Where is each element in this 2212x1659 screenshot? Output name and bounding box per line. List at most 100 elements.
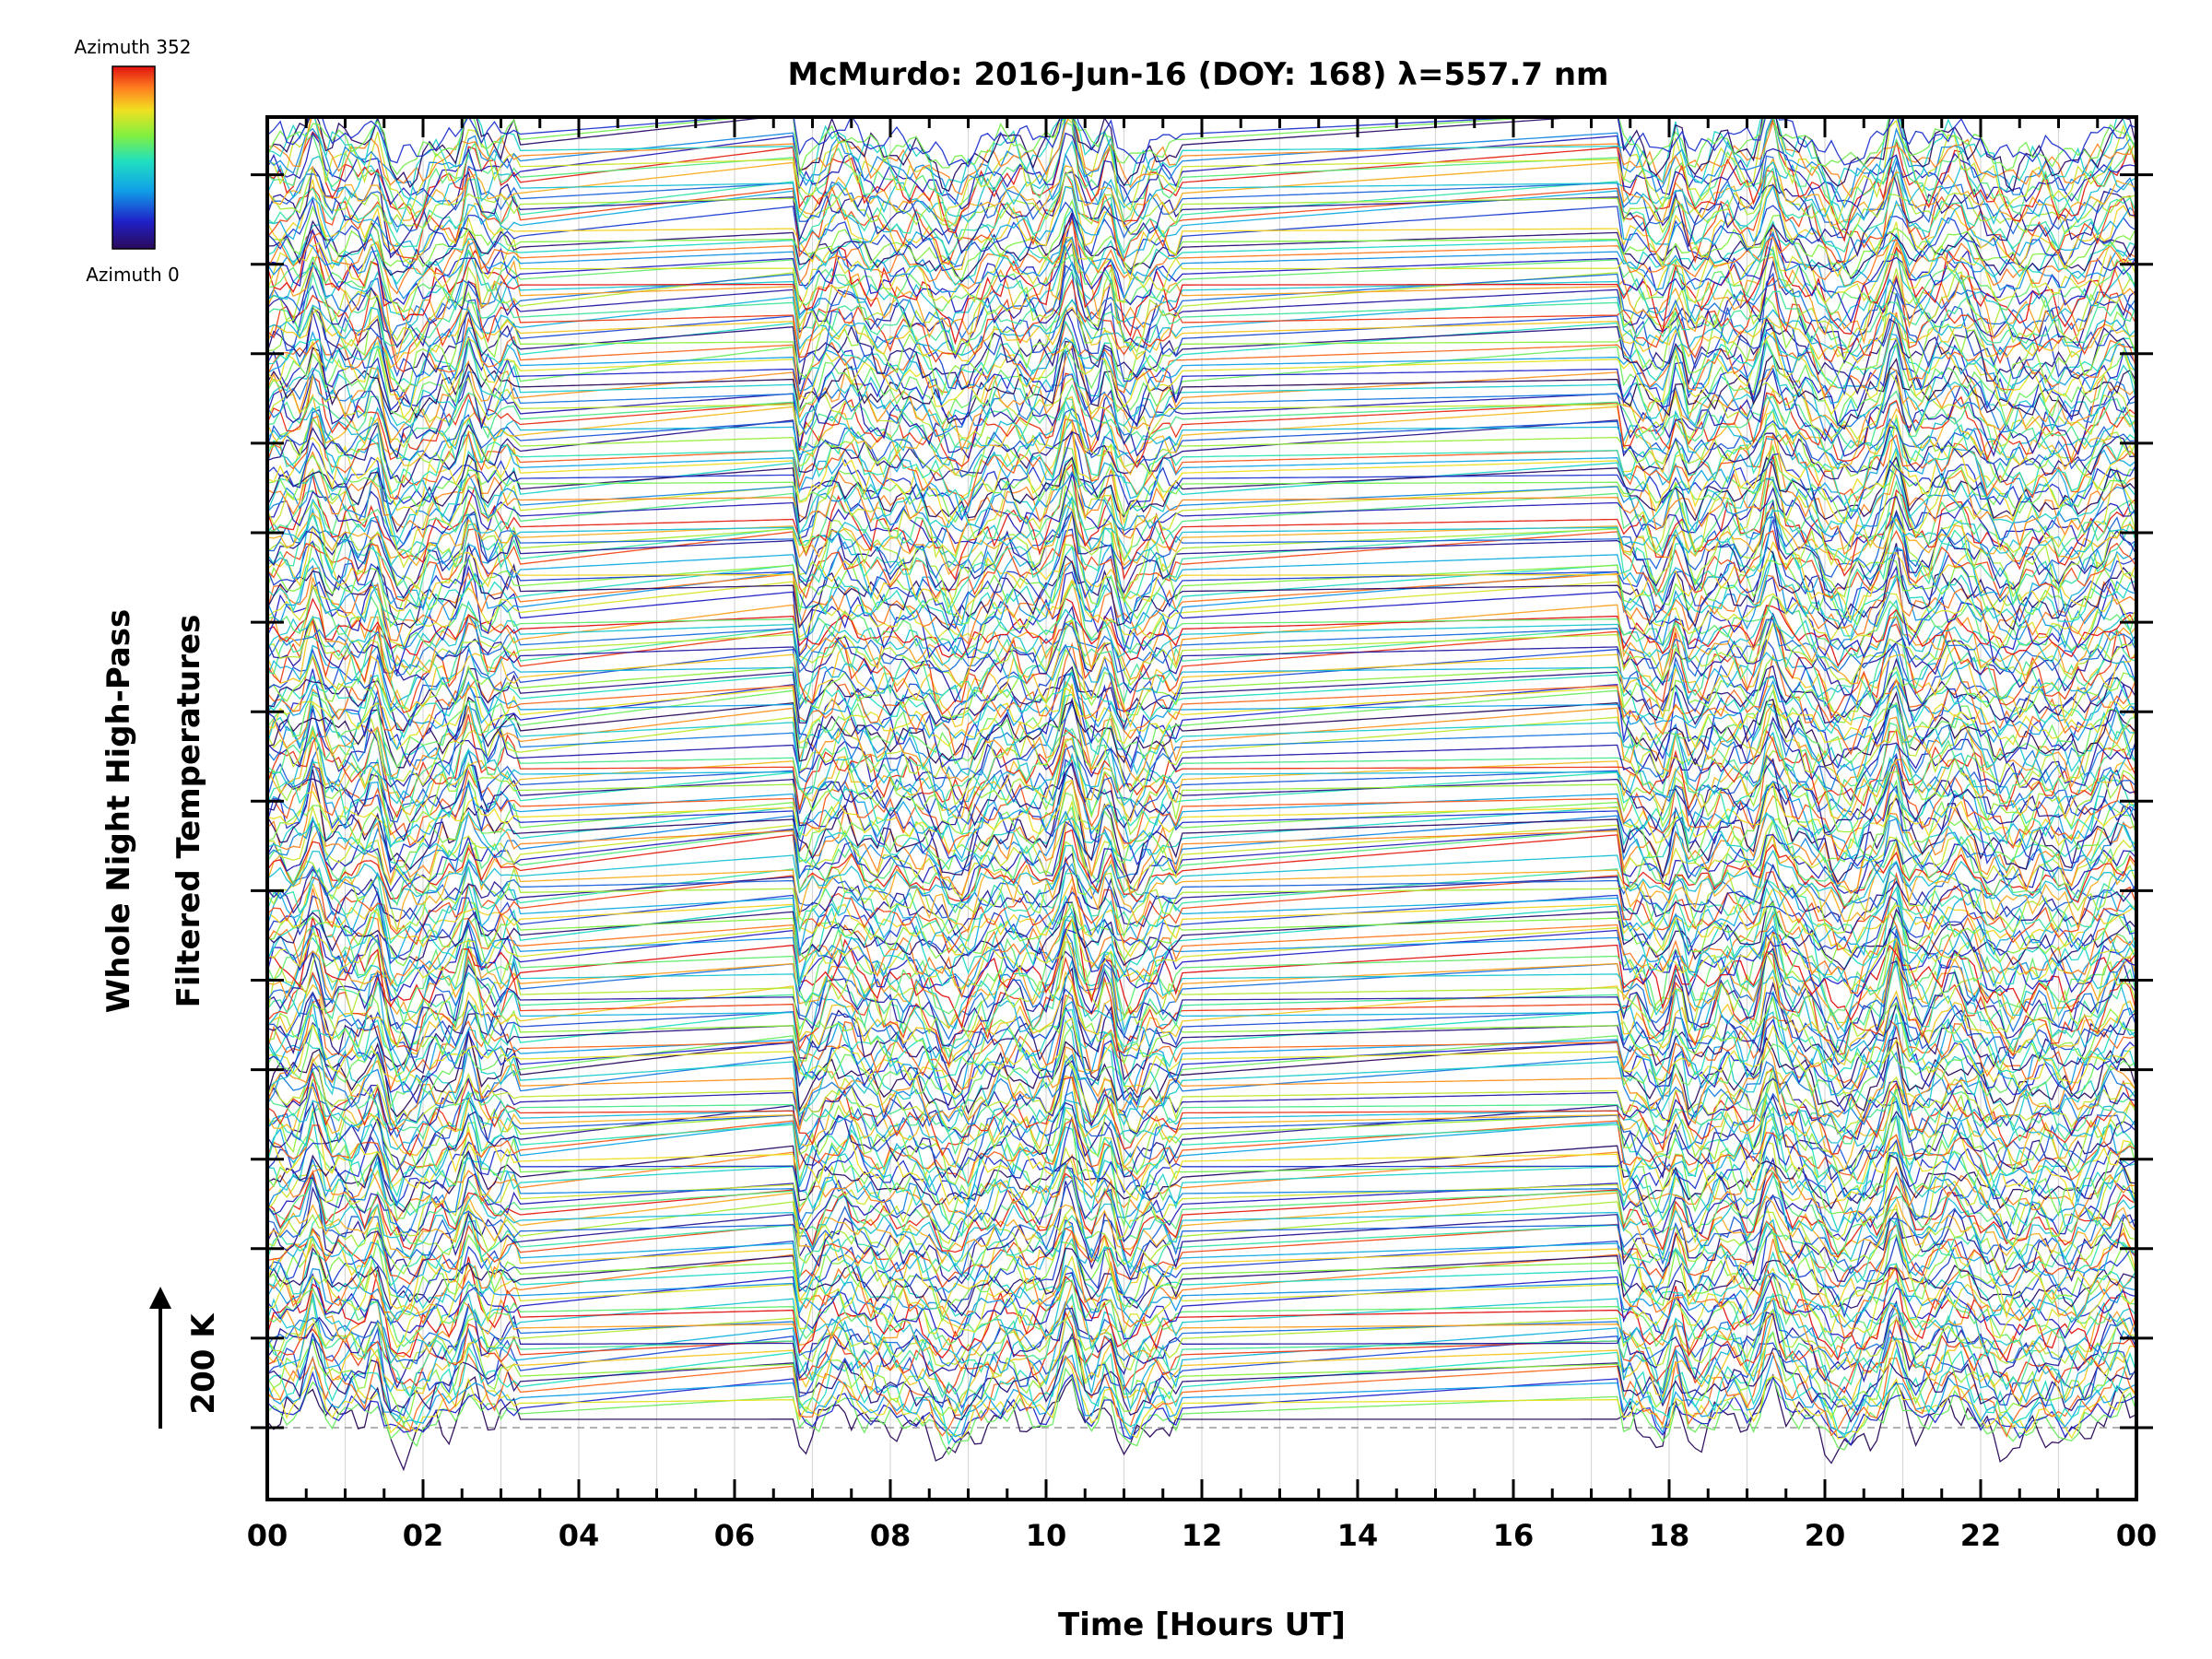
series-line [267,1172,2136,1270]
series-line [267,639,2136,727]
series-line [267,444,2136,524]
series-line [267,597,2136,667]
series-line [267,1017,2136,1099]
series-line [267,579,2136,649]
series-line [267,916,2136,1030]
series-line [267,1256,2136,1362]
colorbar-bottom-label: Azimuth 0 [86,264,180,286]
colorbar [112,65,156,250]
series-line [267,211,2136,283]
series-line [267,289,2136,396]
series-line [267,326,2136,408]
series-line [267,491,2136,616]
series-line [267,582,2136,661]
series-line [267,657,2136,732]
series-line [267,877,2136,959]
series-line [267,1273,2136,1351]
series-line [267,641,2136,757]
series-line [267,1300,2136,1389]
series-line [267,1119,2136,1184]
scale-label: 200 K [185,1312,222,1415]
y-axis-label-line2: Filtered Temperatures [171,615,207,1008]
series-line [267,614,2136,677]
series-line [267,700,2136,803]
colorbar-top-label: Azimuth 352 [75,36,192,58]
series-line [267,690,2136,769]
series-line [267,368,2136,445]
series-line [267,1202,2136,1320]
series-line [267,1059,2136,1187]
series-line [267,815,2136,934]
series-line [267,1201,2136,1278]
x-tick-label: 18 [1649,1518,1690,1553]
series-line [267,933,2136,1031]
series-line [267,853,2136,936]
series-line [267,1332,2136,1423]
series-line [267,1273,2136,1366]
series-line [267,680,2136,788]
series-line [267,995,2136,1088]
x-tick-label: 06 [714,1518,756,1553]
series-line [267,1149,2136,1241]
series-line [267,347,2136,460]
series-line [267,1354,2136,1440]
series-line [267,844,2136,909]
series-line [267,618,2136,720]
x-tick-label: 22 [1960,1518,2002,1553]
series-line [267,554,2136,655]
series-line [267,778,2136,871]
series-line [267,117,2136,208]
series-line [267,1094,2136,1181]
series-line [267,1331,2136,1427]
series-line [267,620,2136,728]
series-line [267,519,2136,629]
series-line [267,306,2136,395]
series-line [267,743,2136,826]
series-line [267,884,2136,987]
x-tick-label: 12 [1182,1518,1223,1553]
series-line [267,1300,2136,1371]
x-tick-label: 20 [1805,1518,1846,1553]
series-line [267,937,2136,1048]
series-line [267,1281,2136,1372]
series-line [267,1272,2136,1341]
series-lines [267,117,2136,1472]
series-line [267,605,2136,703]
series-line [267,372,2136,469]
series-line [267,829,2136,910]
series-line [267,244,2136,334]
series-line [267,946,2136,1067]
series-line [267,472,2136,552]
series-line [267,615,2136,688]
series-line [267,1367,2136,1456]
x-axis-label: Time [Hours UT] [1058,1606,1346,1643]
series-line [267,1230,2136,1323]
series-line [267,383,2136,460]
series-line [267,1311,2136,1394]
x-tick-labels: 00 02 04 06 08 10 12 14 16 18 20 22 00 [247,1518,2158,1553]
series-line [267,396,2136,507]
series-line [267,340,2136,433]
series-line [267,1326,2136,1417]
series-line [267,1139,2136,1249]
series-line [267,809,2136,889]
series-line [267,1237,2136,1323]
series-line [267,503,2136,575]
series-line [267,238,2136,361]
series-line [267,455,2136,582]
series-line [267,274,2136,373]
series-line [267,752,2136,860]
series-line [267,445,2136,547]
series-line [267,747,2136,849]
series-line [267,117,2136,242]
series-line [267,983,2136,1077]
series-line [267,1114,2136,1238]
series-line [267,1094,2136,1198]
scale-arrow-icon [149,1287,171,1309]
series-line [267,1089,2136,1151]
series-line [267,167,2136,241]
series-line [267,196,2136,276]
series-line [267,799,2136,900]
series-line [267,884,2136,999]
series-line [267,478,2136,609]
